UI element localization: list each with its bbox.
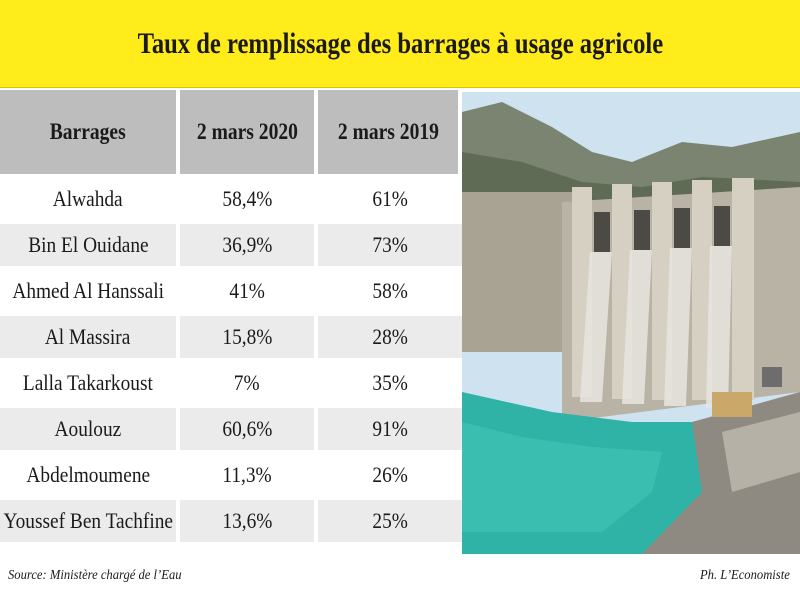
- page-title: Taux de remplissage des barrages à usage…: [137, 26, 663, 60]
- rate-2019: 73%: [318, 224, 462, 266]
- dam-name: Youssef Ben Tachfine: [0, 500, 180, 542]
- rate-2020: 41%: [180, 270, 318, 312]
- dam-photo-icon: [462, 92, 800, 554]
- reservoir-table: Barrages 2 mars 2020 2 mars 2019 Alwahda…: [0, 90, 462, 542]
- rate-2020: 13,6%: [180, 500, 318, 542]
- table-row: Abdelmoumene 11,3% 26%: [0, 450, 462, 496]
- rate-2019: 28%: [318, 316, 462, 358]
- dam-name: Lalla Takarkoust: [0, 362, 180, 404]
- source-note: Source: Ministère chargé de l’Eau: [8, 568, 182, 583]
- dam-name: Alwahda: [0, 178, 180, 220]
- rate-2020: 7%: [180, 362, 318, 404]
- photo-credit: Ph. L’Economiste: [700, 568, 790, 583]
- dam-name: Ahmed Al Hanssali: [0, 270, 180, 312]
- rate-2019: 25%: [318, 500, 462, 542]
- rate-2020: 15,8%: [180, 316, 318, 358]
- table-body: Alwahda 58,4% 61% Bin El Ouidane 36,9% 7…: [0, 174, 462, 542]
- column-header-2019: 2 mars 2019: [318, 90, 462, 174]
- table-row: Lalla Takarkoust 7% 35%: [0, 358, 462, 404]
- table-row: Ahmed Al Hanssali 41% 58%: [0, 266, 462, 312]
- column-header-barrages: Barrages: [0, 90, 180, 174]
- dam-name: Al Massira: [0, 316, 180, 358]
- rate-2019: 91%: [318, 408, 462, 450]
- rate-2019: 58%: [318, 270, 462, 312]
- rate-2020: 58,4%: [180, 178, 318, 220]
- column-header-2020: 2 mars 2020: [180, 90, 318, 174]
- rate-2019: 35%: [318, 362, 462, 404]
- rate-2019: 61%: [318, 178, 462, 220]
- table-row: Alwahda 58,4% 61%: [0, 174, 462, 220]
- table-row: Al Massira 15,8% 28%: [0, 312, 462, 358]
- table-row: Bin El Ouidane 36,9% 73%: [0, 220, 462, 266]
- rate-2019: 26%: [318, 454, 462, 496]
- title-banner: Taux de remplissage des barrages à usage…: [0, 0, 800, 88]
- dam-name: Aoulouz: [0, 408, 180, 450]
- dam-name: Bin El Ouidane: [0, 224, 180, 266]
- rate-2020: 11,3%: [180, 454, 318, 496]
- table-row: Aoulouz 60,6% 91%: [0, 404, 462, 450]
- rate-2020: 60,6%: [180, 408, 318, 450]
- table-row: Youssef Ben Tachfine 13,6% 25%: [0, 496, 462, 542]
- dam-name: Abdelmoumene: [0, 454, 180, 496]
- rate-2020: 36,9%: [180, 224, 318, 266]
- table-header: Barrages 2 mars 2020 2 mars 2019: [0, 90, 462, 174]
- dam-photo: [462, 92, 800, 554]
